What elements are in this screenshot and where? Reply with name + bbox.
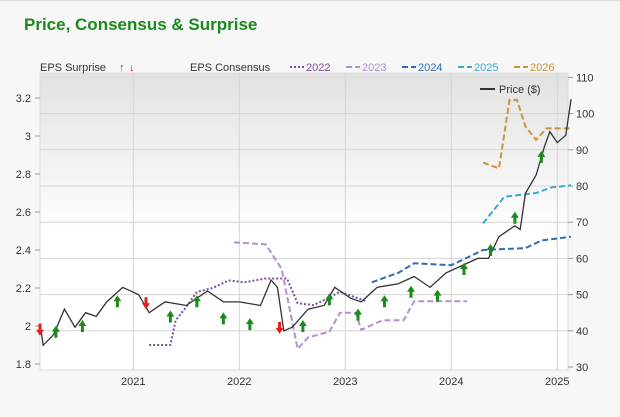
legend-label-2024: 2024 — [418, 62, 442, 74]
x-tick-label: 2021 — [121, 376, 145, 388]
surprise-up-arrow — [219, 312, 228, 325]
x-tick-label: 2025 — [545, 376, 569, 388]
legend-label-2026: 2026 — [530, 62, 554, 74]
left-tick-label: 2.2 — [16, 283, 31, 295]
surprise-up-arrow — [192, 295, 201, 308]
consensus-line-2023 — [233, 241, 468, 351]
surprise-up-arrow — [245, 318, 254, 331]
surprise-up-arrow — [460, 263, 468, 275]
chart-title: Price, Consensus & Surprise — [24, 15, 258, 34]
legend-label-2025: 2025 — [474, 62, 498, 74]
x-tick-label: 2022 — [227, 376, 251, 388]
surprise-down-arrow — [36, 323, 44, 336]
plot-area — [39, 72, 569, 371]
surprise-up-arrow — [486, 244, 495, 256]
legend-consensus-label: EPS Consensus — [190, 62, 271, 74]
surprise-down-arrow — [275, 321, 284, 334]
right-tick-label: 110 — [576, 72, 594, 84]
x-tick-label: 2023 — [333, 376, 357, 388]
left-tick-label: 1.8 — [16, 359, 31, 371]
surprise-up-arrow — [380, 295, 389, 308]
surprise-up-arrow — [354, 308, 362, 321]
surprise-up-arrow — [298, 320, 307, 332]
surprise-up-arrow — [510, 211, 519, 224]
legend-price-label: Price ($) — [499, 84, 541, 96]
left-tick-label: 2.4 — [16, 245, 31, 257]
right-tick-label: 40 — [576, 326, 588, 338]
left-tick-label: 3 — [25, 131, 31, 143]
legend: EPS Surprise ↑ ↓ EPS Consensus 2022 2023 2… — [40, 62, 554, 96]
left-tick-label: 2 — [25, 321, 31, 333]
consensus-line-2024 — [371, 235, 572, 284]
legend-label-2023: 2023 — [362, 62, 386, 74]
surprise-up-arrow — [113, 295, 122, 308]
legend-label-2022: 2022 — [306, 62, 330, 74]
surprise-up-arrow — [407, 285, 415, 298]
left-tick-label: 2.6 — [16, 207, 31, 219]
right-tick-label: 90 — [576, 145, 588, 157]
surprise-up-arrow — [433, 289, 442, 302]
surprise-up-arrow — [166, 310, 175, 323]
right-tick-label: 30 — [576, 362, 588, 374]
right-tick-label: 60 — [576, 253, 588, 265]
price-line — [39, 99, 572, 347]
left-tick-label: 2.8 — [16, 169, 31, 181]
left-tick-label: 3.2 — [16, 93, 31, 105]
surprise-up-arrow — [78, 320, 87, 332]
legend-surprise-label: EPS Surprise — [40, 62, 106, 74]
up-arrow-icon: ↑ — [119, 62, 125, 74]
right-tick-label: 70 — [576, 217, 588, 229]
consensus-line-2022 — [149, 277, 367, 346]
right-tick-label: 80 — [576, 181, 588, 193]
right-tick-label: 100 — [576, 109, 594, 121]
down-arrow-icon: ↓ — [129, 62, 135, 74]
surprise-up-arrow — [537, 150, 546, 163]
consensus-line-2026 — [482, 98, 572, 170]
x-tick-label: 2024 — [439, 376, 463, 388]
surprise-up-arrow — [325, 293, 334, 306]
surprise-down-arrow — [142, 297, 150, 310]
consensus-line-2025 — [482, 184, 572, 225]
right-tick-label: 50 — [576, 290, 588, 302]
surprise-up-arrow — [51, 325, 60, 338]
